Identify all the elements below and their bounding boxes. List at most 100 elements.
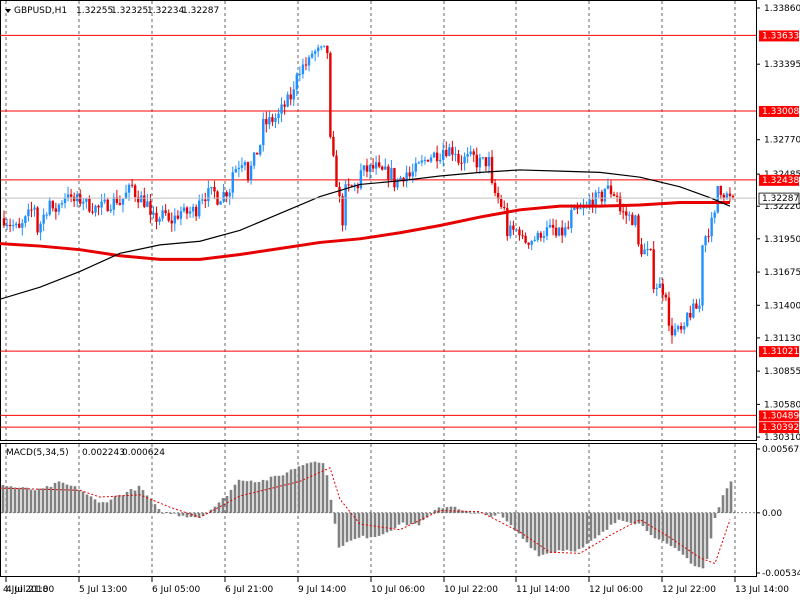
macd-bar xyxy=(309,462,313,513)
candle-body xyxy=(512,225,515,230)
candle-body xyxy=(432,152,436,158)
candle-body xyxy=(24,216,27,224)
macd-bar xyxy=(313,461,317,513)
candle-body xyxy=(72,196,76,202)
y-tick-label: 1.31675 xyxy=(764,268,800,278)
macd-bar xyxy=(181,512,185,516)
dropdown-arrow-icon[interactable] xyxy=(5,9,11,13)
candle-body xyxy=(106,199,109,212)
candle-body xyxy=(469,151,472,155)
macd-bar xyxy=(477,512,481,514)
macd-bar xyxy=(621,512,625,521)
candle-body xyxy=(313,51,317,54)
candle-body xyxy=(57,204,61,212)
macd-bar xyxy=(333,512,337,524)
macd-bar xyxy=(85,494,89,513)
macd-bar xyxy=(493,512,497,516)
candle-body xyxy=(255,152,259,155)
candle-body xyxy=(524,235,527,243)
candle-body xyxy=(60,203,64,205)
macd-bar xyxy=(61,482,65,513)
candle-body xyxy=(670,325,674,336)
macd-bar xyxy=(701,512,705,569)
macd-bar xyxy=(269,476,273,513)
macd-bar xyxy=(385,512,389,533)
macd-bar xyxy=(117,495,121,513)
ma-100-line xyxy=(0,169,731,300)
candle-body xyxy=(658,283,661,288)
candle-body xyxy=(600,191,604,202)
macd-bar xyxy=(581,512,585,548)
macd-bar xyxy=(201,512,205,516)
macd-bar xyxy=(597,512,601,536)
level-tag-label: 1.33633 xyxy=(762,31,799,41)
macd-bar xyxy=(545,512,549,554)
candle-body xyxy=(609,185,613,195)
candle-body xyxy=(554,227,558,236)
macd-bar xyxy=(301,465,305,513)
candle-body xyxy=(625,211,628,216)
candle-body xyxy=(615,195,619,197)
x-tick-label: 4 Jul 21:00 xyxy=(6,585,55,595)
macd-bar xyxy=(417,512,421,526)
macd-bar xyxy=(69,485,73,513)
macd-bar xyxy=(437,507,441,513)
candle-body xyxy=(405,172,408,182)
candle-body xyxy=(173,215,177,224)
macd-bar xyxy=(81,491,85,513)
macd-bar xyxy=(33,490,37,513)
candle-body xyxy=(536,232,539,240)
candle-body xyxy=(704,236,707,246)
candle-body xyxy=(140,195,143,203)
candle-body xyxy=(304,64,308,66)
candle-body xyxy=(707,236,710,238)
candle-body xyxy=(143,195,146,207)
macd-bar xyxy=(413,512,417,524)
candle-body xyxy=(79,194,82,204)
macd-bar xyxy=(649,512,653,536)
macd-bar xyxy=(485,512,489,515)
candle-body xyxy=(155,212,158,222)
candle-body xyxy=(481,157,485,159)
candle-body xyxy=(597,191,600,193)
candle-body xyxy=(451,147,454,155)
macd-bar xyxy=(421,512,425,521)
macd-title: MACD(5,34,5) xyxy=(6,448,69,458)
candle-body xyxy=(472,151,475,155)
macd-tick-label: 0.005672 xyxy=(762,445,800,455)
candle-body xyxy=(332,136,335,156)
macd-value-signal: 0.000624 xyxy=(122,448,165,458)
macd-bar xyxy=(353,512,357,540)
candle-body xyxy=(170,220,173,224)
candle-body xyxy=(18,223,21,228)
candle-body xyxy=(628,214,631,216)
candle-body xyxy=(48,200,51,215)
macd-bar xyxy=(97,502,101,513)
candle-body xyxy=(362,165,366,171)
candle-body xyxy=(167,213,170,221)
candle-body xyxy=(603,188,607,202)
level-tag xyxy=(759,422,799,434)
level-tag-label: 1.33008 xyxy=(762,107,799,117)
macd-bar xyxy=(141,490,145,513)
macd-bar xyxy=(213,506,217,513)
candle-body xyxy=(194,206,198,217)
macd-bar xyxy=(573,512,577,552)
candle-body xyxy=(69,194,73,197)
macd-bar xyxy=(45,486,49,513)
candle-body xyxy=(164,210,167,214)
macd-bar xyxy=(125,491,129,513)
candle-body xyxy=(158,218,161,222)
macd-bar xyxy=(517,512,521,534)
candle-body xyxy=(176,215,180,219)
candle-body xyxy=(374,162,378,169)
candle-body xyxy=(271,117,274,122)
candle-body xyxy=(631,214,634,226)
candle-body xyxy=(240,165,244,168)
candle-body xyxy=(493,182,497,194)
candle-body xyxy=(484,157,488,167)
candle-body xyxy=(15,223,18,226)
candle-body xyxy=(545,227,549,236)
macd-bar xyxy=(513,512,517,531)
y-tick-label: 1.33860 xyxy=(764,4,800,14)
